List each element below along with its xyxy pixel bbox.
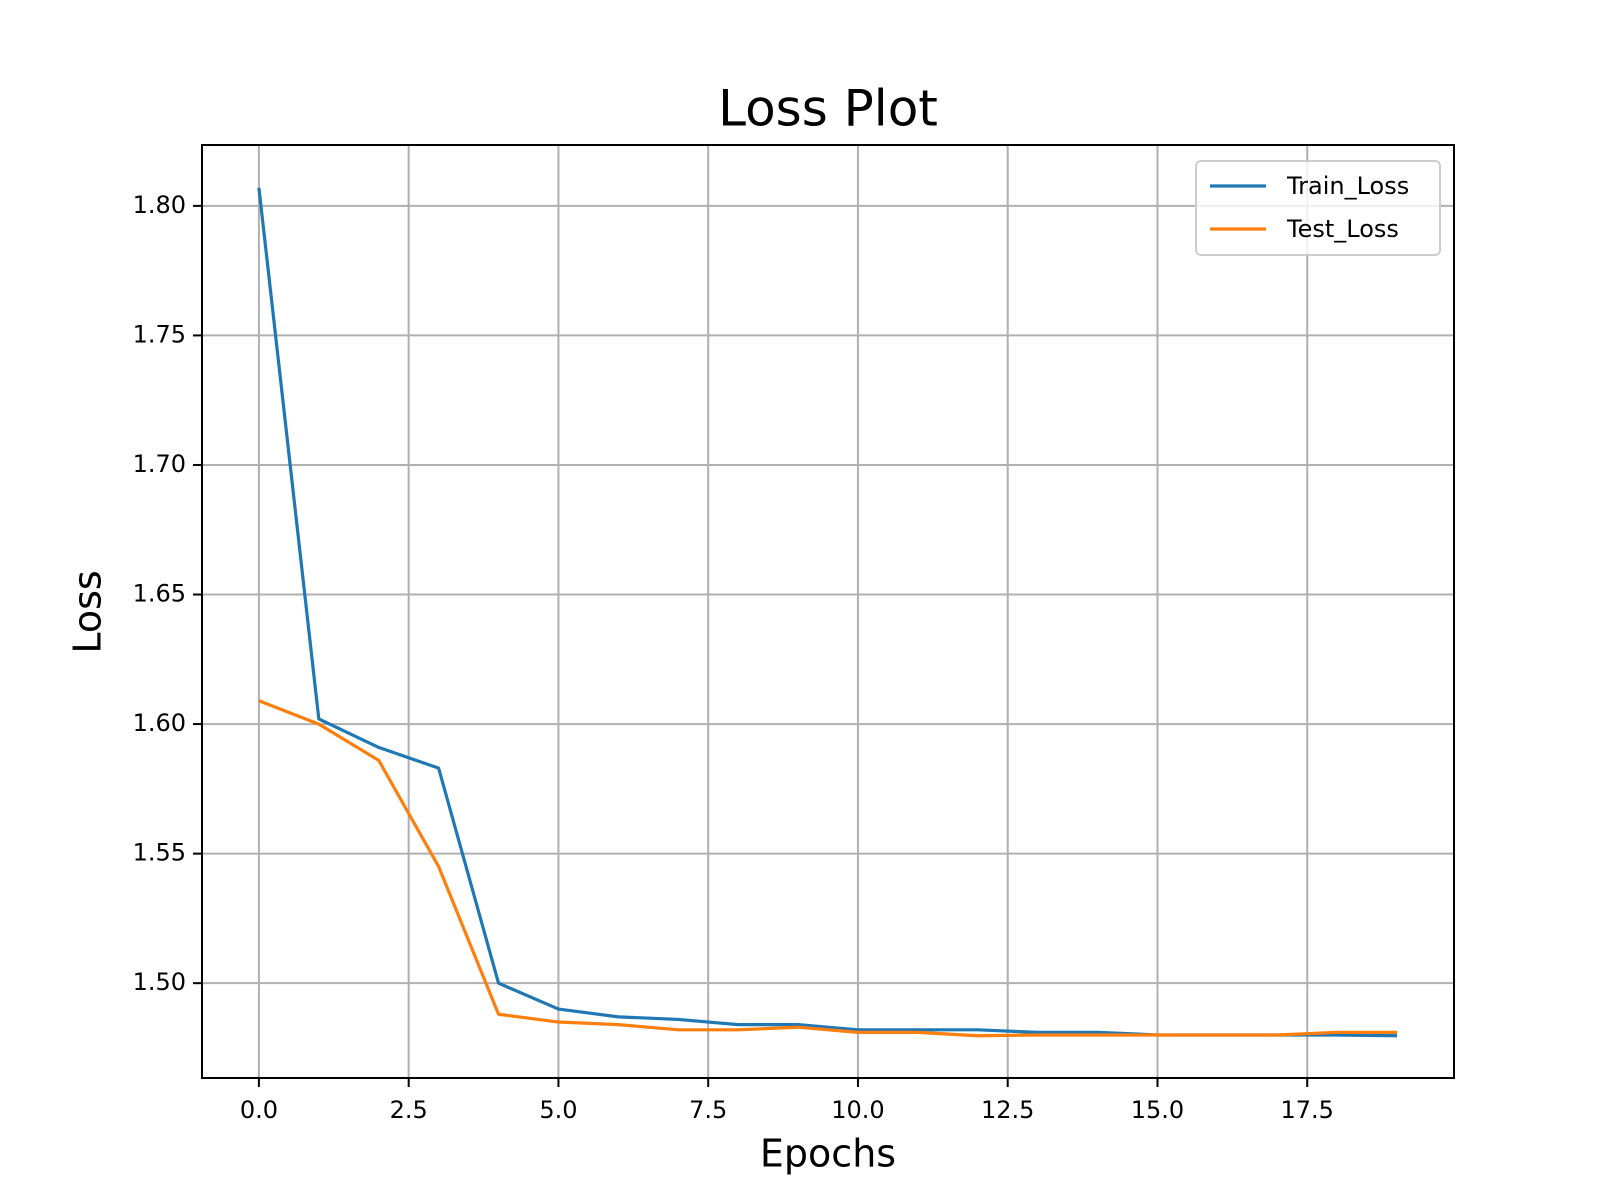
y-tick-label: 1.75: [133, 320, 186, 348]
line: [258, 699, 1398, 1038]
plot-frame: [201, 144, 1455, 1079]
x-tick-label: 0.0: [240, 1096, 278, 1124]
x-tick-label: 17.5: [1281, 1096, 1334, 1124]
x-tick-label: 12.5: [981, 1096, 1034, 1124]
y-axis-label: Loss: [66, 570, 110, 653]
x-tick-label: 15.0: [1131, 1096, 1184, 1124]
y-tick-label: 1.55: [133, 839, 186, 867]
y-tick-label: 1.65: [133, 580, 186, 608]
x-tick-label: 7.5: [689, 1096, 727, 1124]
y-tick-label: 1.50: [133, 968, 186, 996]
x-axis-label: Epochs: [760, 1132, 896, 1176]
legend-label: Train_Loss: [1286, 172, 1409, 200]
legend: Train_Loss Test_Loss: [1195, 160, 1441, 256]
x-tick-label: 2.5: [390, 1096, 428, 1124]
y-tick-label: 1.60: [133, 709, 186, 737]
x-tick-label: 10.0: [831, 1096, 884, 1124]
chart-title: Loss Plot: [718, 80, 938, 138]
legend-label: Test_Loss: [1286, 215, 1399, 243]
y-tick-label: 1.70: [133, 450, 186, 478]
x-tick-label: 5.0: [539, 1096, 577, 1124]
y-tick-label: 1.80: [133, 191, 186, 219]
